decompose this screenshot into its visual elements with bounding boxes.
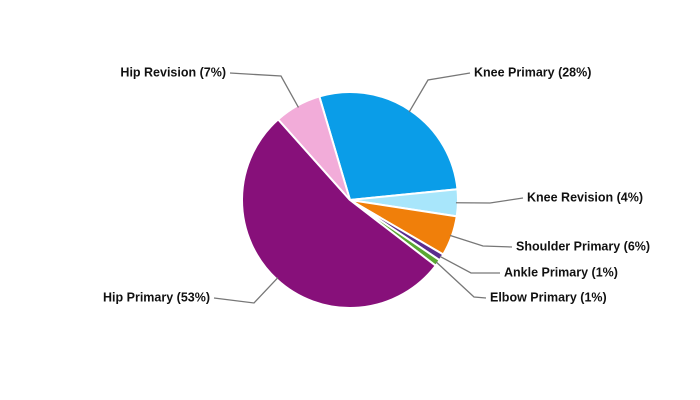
slice-label: Elbow Primary (1%) bbox=[490, 290, 607, 304]
slice-label: Knee Primary (28%) bbox=[474, 65, 591, 79]
slice-label: Knee Revision (4%) bbox=[527, 190, 643, 204]
slice-label: Shoulder Primary (6%) bbox=[516, 239, 650, 253]
slice-label: Hip Revision (7%) bbox=[120, 65, 226, 79]
slice-label: Ankle Primary (1%) bbox=[504, 265, 618, 279]
leader-line bbox=[229, 72, 300, 108]
leader-line bbox=[439, 255, 500, 274]
leader-line bbox=[449, 234, 513, 248]
leader-line bbox=[408, 72, 471, 113]
leader-line bbox=[435, 261, 487, 299]
leader-line bbox=[213, 277, 279, 304]
leader-line bbox=[455, 197, 524, 204]
slice-label: Hip Primary (53%) bbox=[103, 290, 210, 304]
